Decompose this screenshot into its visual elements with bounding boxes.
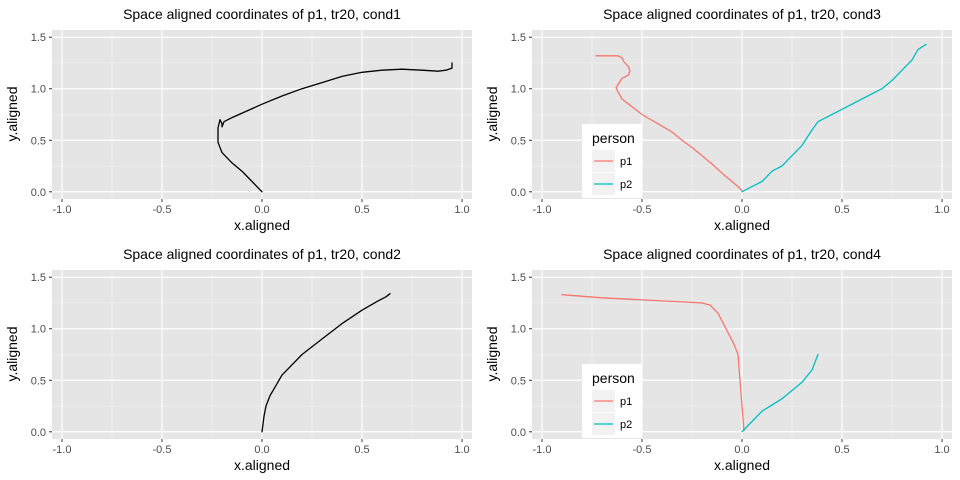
y-tick-label: 1.0 [511,324,526,336]
legend-label: p2 [620,179,632,191]
y-tick-label: 0.0 [511,187,526,199]
y-tick-label: 0.5 [511,135,526,147]
series-line-1 [217,62,453,193]
x-tick-label: 1.0 [454,444,469,456]
x-tick-label: -0.5 [153,204,172,216]
y-tick-label: 1.5 [31,32,46,44]
x-tick-label: 1.0 [934,204,949,216]
y-tick-label: 0.5 [31,375,46,387]
legend: person p1 p2 [582,124,642,198]
x-tick-label: 1.0 [454,204,469,216]
x-axis-title: x.aligned [714,217,770,233]
legend-label: p1 [620,396,632,408]
x-tick-label: -0.5 [633,444,652,456]
chart-panel-4: -1.0 -0.5 0.0 0.5 1.0 0.0 0.5 1.0 1.5 Space align… [484,246,952,473]
x-tick-label: 0.0 [254,204,269,216]
series-line-p1 [561,294,745,432]
x-tick-label: 0.0 [734,444,749,456]
y-tick-label: 1.0 [31,324,46,336]
x-tick-label: 0.0 [734,204,749,216]
y-tick-label: 1.5 [31,272,46,284]
series-line-p2 [741,353,819,433]
legend-title: person [592,370,635,386]
x-axis-title: x.aligned [234,457,290,473]
x-tick-label: -1.0 [53,444,72,456]
x-tick-label: -0.5 [153,444,172,456]
chart-panel-1: -1.0 -0.5 0.0 0.5 1.0 0.0 0.5 1.0 1.5 Space align… [4,6,472,233]
y-tick-label: 1.0 [511,84,526,96]
series-line-p1 [595,55,743,192]
chart-panel-3: -1.0 -0.5 0.0 0.5 1.0 0.0 0.5 1.0 1.5 Space align… [4,246,472,473]
x-tick-label: 0.0 [254,444,269,456]
y-tick-label: 1.5 [511,272,526,284]
legend-label: p2 [620,419,632,431]
x-tick-label: -0.5 [633,204,652,216]
y-tick-label: 0.5 [511,375,526,387]
x-tick-label: 1.0 [934,444,949,456]
x-tick-label: -1.0 [53,204,72,216]
legend-label: p1 [620,156,632,168]
series-line-p2 [741,43,927,193]
x-axis-title: x.aligned [714,457,770,473]
x-tick-label: 0.5 [354,444,369,456]
y-axis-title: y.aligned [484,86,500,141]
x-tick-label: -1.0 [533,444,552,456]
y-tick-label: 0.5 [31,135,46,147]
y-axis-title: y.aligned [4,326,20,381]
y-tick-label: 0.0 [31,187,46,199]
y-tick-label: 0.0 [31,427,46,439]
y-tick-label: 0.0 [511,427,526,439]
chart-panel-2: -1.0 -0.5 0.0 0.5 1.0 0.0 0.5 1.0 1.5 Space align… [484,6,952,233]
series-line-1 [261,293,391,433]
legend: person p1 p2 [582,364,642,438]
y-axis-title: y.aligned [4,86,20,141]
x-tick-label: 0.5 [834,444,849,456]
x-axis-title: x.aligned [234,217,290,233]
x-tick-label: 0.5 [354,204,369,216]
legend-title: person [592,130,635,146]
chart-title: Space aligned coordinates of p1, tr20, c… [603,246,881,262]
chart-title: Space aligned coordinates of p1, tr20, c… [123,6,401,22]
y-tick-label: 1.0 [31,84,46,96]
x-tick-label: -1.0 [533,204,552,216]
chart-title: Space aligned coordinates of p1, tr20, c… [603,6,881,22]
y-axis-title: y.aligned [484,326,500,381]
chart-title: Space aligned coordinates of p1, tr20, c… [123,246,401,262]
x-tick-label: 0.5 [834,204,849,216]
y-tick-label: 1.5 [511,32,526,44]
